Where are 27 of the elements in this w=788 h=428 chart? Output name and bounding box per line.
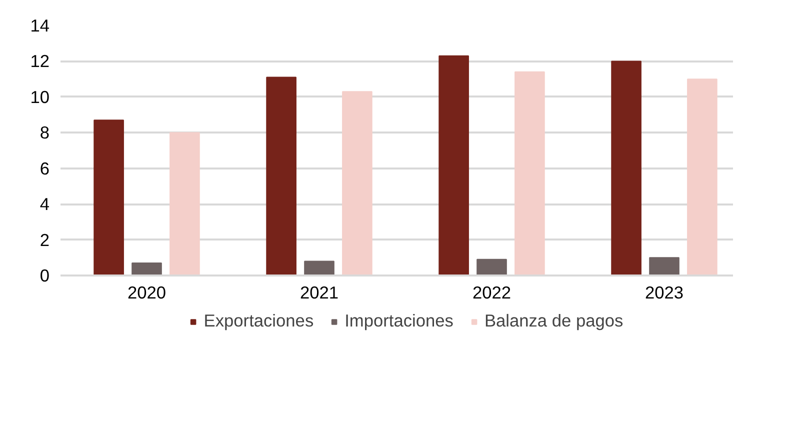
x-tick-label: 2021 — [300, 282, 339, 302]
y-tick-label: 14 — [30, 16, 50, 36]
bar — [94, 120, 124, 276]
bar — [438, 55, 469, 276]
bar — [342, 91, 372, 276]
bar — [611, 60, 642, 276]
x-tick-label: 2023 — [644, 282, 684, 302]
bar — [476, 258, 507, 276]
bar — [514, 71, 545, 276]
y-tick-label: 6 — [40, 158, 50, 178]
y-tick-label: 8 — [40, 122, 50, 143]
y-tick-label: 4 — [40, 194, 50, 214]
bar — [170, 132, 200, 276]
y-tick-label: 0 — [40, 266, 50, 286]
y-tick-label: 10 — [30, 86, 50, 107]
x-tick-label: 2022 — [472, 282, 512, 302]
bar — [687, 78, 718, 276]
bar — [304, 260, 334, 276]
bar — [266, 76, 296, 276]
y-tick-label: 2 — [40, 230, 50, 250]
bar — [649, 257, 680, 276]
y-tick-label: 12 — [30, 51, 50, 72]
x-tick-label: 2020 — [127, 282, 166, 302]
legend-label: Importaciones — [344, 310, 454, 332]
legend-label: Exportaciones — [204, 310, 314, 332]
legend-label: Balanza de pagos — [484, 310, 624, 332]
bar — [132, 262, 162, 276]
